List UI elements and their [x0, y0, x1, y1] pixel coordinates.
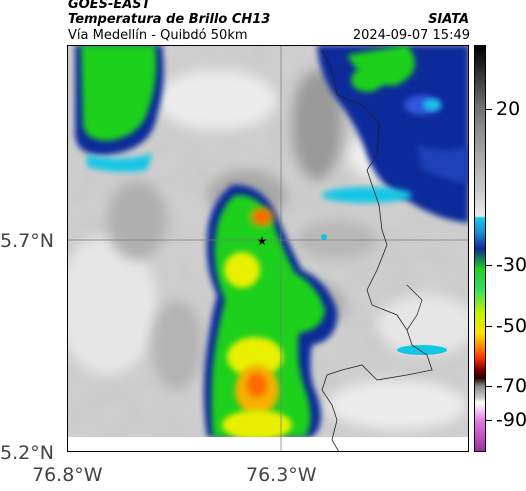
colorbar-label-minus90: -90 [496, 409, 526, 431]
colorbar-tick [486, 386, 492, 387]
colorbar-tick [486, 109, 492, 110]
colorbar-tick [486, 420, 492, 421]
colorbar-tick [486, 326, 492, 327]
cloud-cell-northwest [75, 45, 164, 172]
location-star-marker: ★ [257, 234, 268, 248]
route-subtitle: Vía Medellín - Quibdó 50km [68, 28, 248, 43]
satellite-map: ★ [57, 45, 477, 453]
cloud-cell-northeast [317, 45, 469, 223]
satellite-title: GOES-EAST [68, 0, 151, 12]
temperature-colorbar [474, 45, 486, 452]
convective-band [203, 184, 338, 440]
admin-border-branch [406, 284, 423, 331]
colorbar-tick [486, 265, 492, 266]
no-data-strip [67, 437, 469, 452]
admin-border [321, 49, 433, 453]
agency-label: SIATA [428, 12, 469, 27]
lat-label-5-2: 5.2°N [0, 442, 54, 464]
colorbar-label-minus30: -30 [496, 254, 526, 276]
map-border [67, 45, 469, 452]
product-title: Temperatura de Brillo CH13 [68, 12, 271, 27]
colorbar-label-minus50: -50 [496, 315, 526, 337]
lat-label-5-7: 5.7°N [0, 230, 54, 252]
cyan-features [321, 234, 447, 355]
colorbar-label-20: 20 [496, 98, 521, 120]
lon-label-76-3: 76.3°W [246, 464, 317, 486]
lon-label-76-8: 76.8°W [32, 464, 103, 486]
colorbar-label-minus70: -70 [496, 375, 526, 397]
timestamp-label: 2024-09-07 15:49 [352, 28, 470, 43]
